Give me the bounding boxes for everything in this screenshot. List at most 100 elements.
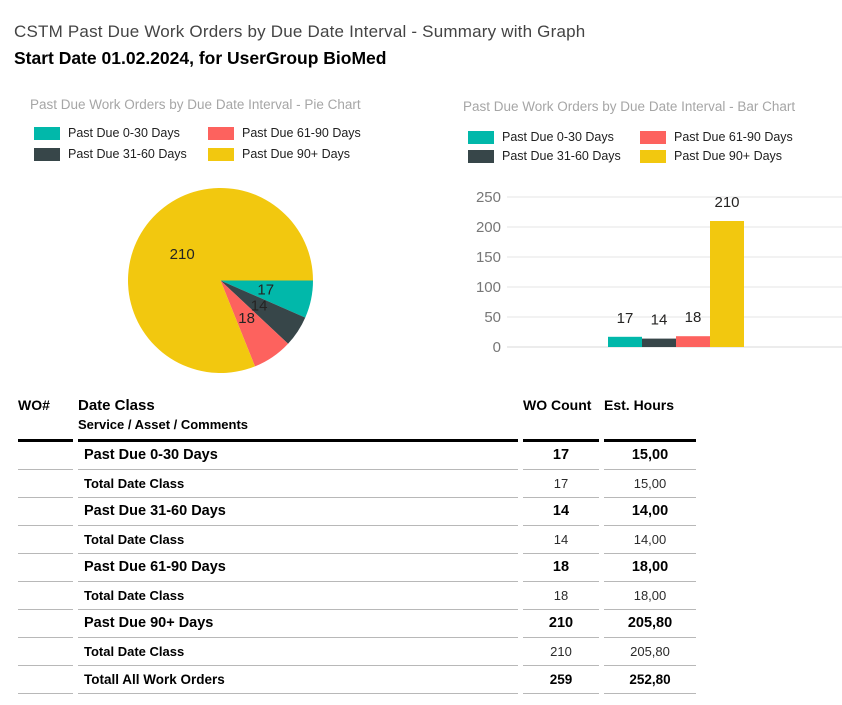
- date-class-cell: Past Due 61-90 Days: [78, 554, 518, 582]
- y-axis-tick-label: 250: [476, 189, 501, 206]
- col-header-service-asset-comments: Service / Asset / Comments: [78, 417, 249, 432]
- wo-number-cell: [18, 582, 73, 610]
- pie-data-label: 18: [238, 310, 255, 327]
- col-header-wo-number: WO#: [18, 394, 73, 442]
- pie-chart-legend: Past Due 0-30 Days Past Due 61-90 Days Pas…: [34, 126, 361, 161]
- legend-label: Past Due 61-90 Days: [242, 126, 361, 140]
- table-row-past-due-61-90-days: Past Due 61-90 Days 18 18,00: [18, 554, 696, 582]
- date-class-cell: Past Due 31-60 Days: [78, 498, 518, 526]
- est-hours-cell: 15,00: [604, 442, 696, 470]
- bar-data-label: 17: [617, 310, 634, 327]
- table-row-past-due-90-days: Past Due 90+ Days 210 205,80: [18, 610, 696, 638]
- pie-slice-past-due-90-days[interactable]: [128, 188, 313, 373]
- wo-count-cell: 18: [523, 554, 599, 582]
- legend-swatch-icon: [468, 149, 494, 163]
- pie-slice-past-due-61-90-days[interactable]: [220, 280, 289, 367]
- pie-data-label: 17: [257, 281, 274, 298]
- legend-label: Past Due 61-90 Days: [674, 130, 793, 144]
- legend-label: Past Due 0-30 Days: [502, 130, 614, 144]
- legend-label: Past Due 31-60 Days: [68, 147, 187, 161]
- table-row-total-date-class: Total Date Class 18 18,00: [18, 582, 696, 610]
- wo-number-cell: [18, 638, 73, 666]
- date-class-cell: Total Date Class: [78, 582, 518, 610]
- pie-data-label: 14: [251, 297, 268, 314]
- pie-slice-past-due-0-30-days[interactable]: [220, 280, 314, 318]
- est-hours-cell: 15,00: [604, 470, 696, 498]
- wo-number-cell: [18, 610, 73, 638]
- est-hours-cell: 18,00: [604, 554, 696, 582]
- bar-data-label: 210: [714, 194, 739, 211]
- table-row-total-date-class: Total Date Class 210 205,80: [18, 638, 696, 666]
- table-row-total-date-class: Total Date Class 17 15,00: [18, 470, 696, 498]
- legend-swatch-icon: [640, 130, 666, 144]
- wo-count-cell: 14: [523, 526, 599, 554]
- bar-past-due-31-60-days[interactable]: [642, 338, 676, 347]
- legend-label: Past Due 90+ Days: [242, 147, 351, 161]
- wo-count-cell: 14: [523, 498, 599, 526]
- col-header-wo-count: WO Count: [523, 394, 599, 442]
- bar-legend-item-past-due-90-days[interactable]: Past Due 90+ Days: [640, 149, 793, 163]
- table-row-total-date-class: Total Date Class 14 14,00: [18, 526, 696, 554]
- bar-data-label: 18: [685, 309, 702, 326]
- y-axis-tick-label: 0: [493, 339, 501, 356]
- legend-label: Past Due 0-30 Days: [68, 126, 180, 140]
- wo-count-cell: 18: [523, 582, 599, 610]
- wo-count-cell: 210: [523, 638, 599, 666]
- pie-data-label: 210: [170, 246, 195, 263]
- summary-table-body: Past Due 0-30 Days 17 15,00 Total Date Clas…: [18, 442, 696, 694]
- report-subtitle: Start Date 01.02.2024, for UserGroup Bio…: [14, 48, 387, 68]
- y-axis-tick-label: 200: [476, 219, 501, 236]
- report-title: CSTM Past Due Work Orders by Due Date In…: [14, 22, 586, 41]
- wo-number-cell: [18, 666, 73, 694]
- summary-table: WO# Date Class Service / Asset / Comment…: [13, 394, 701, 694]
- bar-legend-item-past-due-31-60-days[interactable]: Past Due 31-60 Days: [468, 149, 640, 163]
- date-class-cell: Totall All Work Orders: [78, 666, 518, 694]
- y-axis-tick-label: 100: [476, 279, 501, 296]
- legend-swatch-icon: [468, 130, 494, 144]
- pie-legend-item-past-due-61-90-days[interactable]: Past Due 61-90 Days: [208, 126, 361, 140]
- pie-legend-item-past-due-90-days[interactable]: Past Due 90+ Days: [208, 147, 361, 161]
- legend-label: Past Due 90+ Days: [674, 149, 783, 163]
- date-class-cell: Past Due 0-30 Days: [78, 442, 518, 470]
- bar-chart-title: Past Due Work Orders by Due Date Interva…: [463, 99, 796, 114]
- bar-past-due-0-30-days[interactable]: [608, 336, 642, 347]
- bar-data-label: 14: [651, 312, 668, 329]
- date-class-cell: Past Due 90+ Days: [78, 610, 518, 638]
- wo-number-cell: [18, 554, 73, 582]
- legend-swatch-icon: [208, 126, 234, 140]
- table-row-totall-all-work-orders: Totall All Work Orders 259 252,80: [18, 666, 696, 694]
- est-hours-cell: 14,00: [604, 526, 696, 554]
- legend-swatch-icon: [34, 147, 60, 161]
- wo-count-cell: 210: [523, 610, 599, 638]
- y-axis-tick-label: 150: [476, 249, 501, 266]
- legend-swatch-icon: [640, 149, 666, 163]
- est-hours-cell: 18,00: [604, 582, 696, 610]
- legend-swatch-icon: [34, 126, 60, 140]
- est-hours-cell: 14,00: [604, 498, 696, 526]
- table-row-past-due-0-30-days: Past Due 0-30 Days 17 15,00: [18, 442, 696, 470]
- col-header-date-class: Date Class Service / Asset / Comments: [78, 394, 518, 442]
- table-row-past-due-31-60-days: Past Due 31-60 Days 14 14,00: [18, 498, 696, 526]
- pie-legend-item-past-due-0-30-days[interactable]: Past Due 0-30 Days: [34, 126, 208, 140]
- wo-number-cell: [18, 442, 73, 470]
- wo-count-cell: 17: [523, 470, 599, 498]
- legend-label: Past Due 31-60 Days: [502, 149, 621, 163]
- wo-number-cell: [18, 470, 73, 498]
- pie-slice-past-due-31-60-days[interactable]: [220, 280, 306, 344]
- bar-past-due-61-90-days[interactable]: [676, 336, 710, 347]
- y-axis-tick-label: 50: [484, 309, 501, 326]
- wo-count-cell: 259: [523, 666, 599, 694]
- pie-chart-title: Past Due Work Orders by Due Date Interva…: [30, 97, 361, 112]
- col-header-est-hours: Est. Hours: [604, 394, 696, 442]
- wo-number-cell: [18, 498, 73, 526]
- bar-legend-item-past-due-0-30-days[interactable]: Past Due 0-30 Days: [468, 130, 640, 144]
- bar-past-due-90-days[interactable]: [710, 221, 744, 347]
- wo-count-cell: 17: [523, 442, 599, 470]
- table-header-row: WO# Date Class Service / Asset / Comment…: [18, 394, 696, 442]
- date-class-cell: Total Date Class: [78, 526, 518, 554]
- bar-legend-item-past-due-61-90-days[interactable]: Past Due 61-90 Days: [640, 130, 793, 144]
- wo-number-cell: [18, 526, 73, 554]
- pie-legend-item-past-due-31-60-days[interactable]: Past Due 31-60 Days: [34, 147, 208, 161]
- date-class-cell: Total Date Class: [78, 470, 518, 498]
